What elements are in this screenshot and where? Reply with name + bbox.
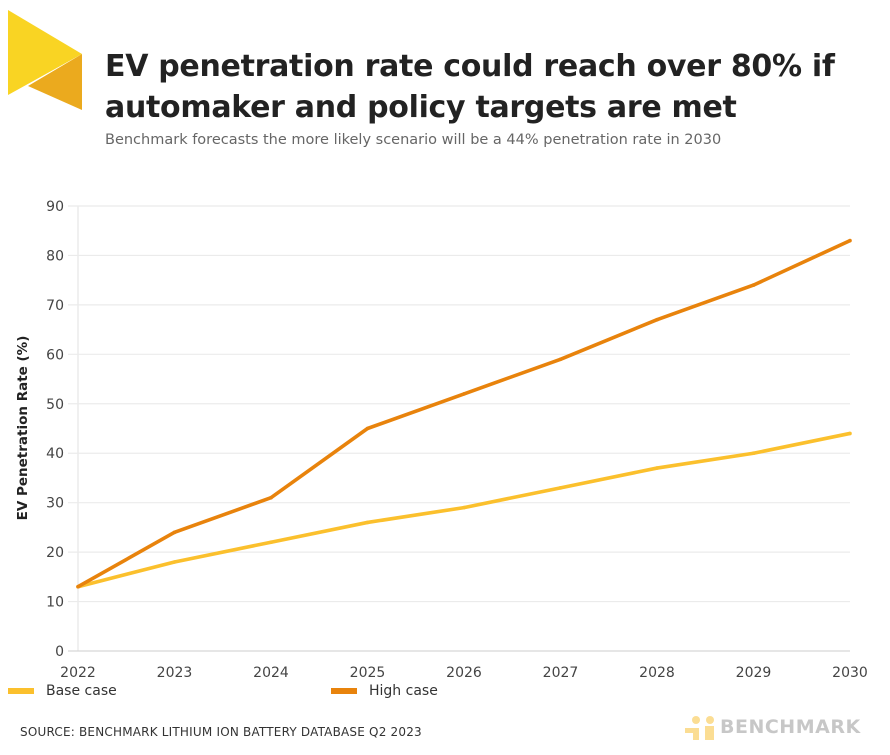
data-point-base-case xyxy=(655,466,659,470)
data-point-high-case xyxy=(848,238,852,243)
legend-item-high-case[interactable]: High case xyxy=(331,683,438,699)
data-point-base-case xyxy=(269,540,273,545)
high-case-swatch xyxy=(331,688,357,694)
x-tick-label: 2025 xyxy=(350,665,386,680)
y-tick-label: 0 xyxy=(55,644,64,660)
legend-item-base-case[interactable]: Base case xyxy=(8,683,117,699)
y-axis-label: EV Penetration Rate (%) xyxy=(15,336,31,521)
benchmark-logo-icon xyxy=(8,10,82,110)
data-point-high-case xyxy=(172,530,177,535)
legend-label-high-case: High case xyxy=(369,683,438,699)
base-case-swatch xyxy=(8,688,34,694)
x-tick-label: 2022 xyxy=(60,665,96,680)
x-tick-label: 2030 xyxy=(832,665,868,680)
x-tick-label: 2024 xyxy=(253,665,289,680)
data-point-base-case xyxy=(172,560,177,564)
x-tick-label: 2029 xyxy=(736,665,772,680)
series-line-base-case xyxy=(77,431,851,589)
y-tick-label: 50 xyxy=(46,397,64,413)
data-point-high-case xyxy=(365,426,370,431)
y-tick-label: 30 xyxy=(46,496,64,512)
y-tick-label: 10 xyxy=(46,595,64,611)
y-tick-label: 20 xyxy=(46,545,64,561)
data-point-base-case xyxy=(558,486,563,490)
data-point-high-case xyxy=(751,283,756,287)
data-point-base-case xyxy=(848,431,852,436)
x-tick-label: 2023 xyxy=(157,665,193,680)
x-tick-label: 2026 xyxy=(446,665,482,680)
chart-subtitle: Benchmark forecasts the more likely scen… xyxy=(105,132,722,148)
benchmark-brand: BENCHMARK xyxy=(683,714,861,740)
data-point-high-case xyxy=(269,495,273,500)
x-tick-label: 2028 xyxy=(639,665,675,680)
data-point-base-case xyxy=(462,505,466,510)
chart-title: EV penetration rate could reach over 80%… xyxy=(105,49,835,125)
data-point-base-case xyxy=(751,451,756,456)
x-tick-label: 2027 xyxy=(543,665,579,680)
y-tick-label: 60 xyxy=(46,347,64,363)
brand-wordmark: BENCHMARK xyxy=(720,716,861,738)
data-point-base-case xyxy=(365,520,370,525)
benchmark-mark-icon xyxy=(685,716,714,740)
y-tick-label: 90 xyxy=(46,199,64,215)
series-line-high-case xyxy=(77,238,851,589)
data-point-high-case xyxy=(655,317,659,322)
data-point-high-case xyxy=(558,357,563,362)
y-tick-label: 40 xyxy=(46,446,64,462)
y-tick-label: 80 xyxy=(46,248,64,264)
data-point-high-case xyxy=(76,584,80,589)
data-point-high-case xyxy=(462,392,466,396)
y-tick-label: 70 xyxy=(46,298,64,314)
source-note: SOURCE: BENCHMARK LITHIUM ION BATTERY DA… xyxy=(20,725,422,739)
legend-label-base-case: Base case xyxy=(46,683,117,699)
